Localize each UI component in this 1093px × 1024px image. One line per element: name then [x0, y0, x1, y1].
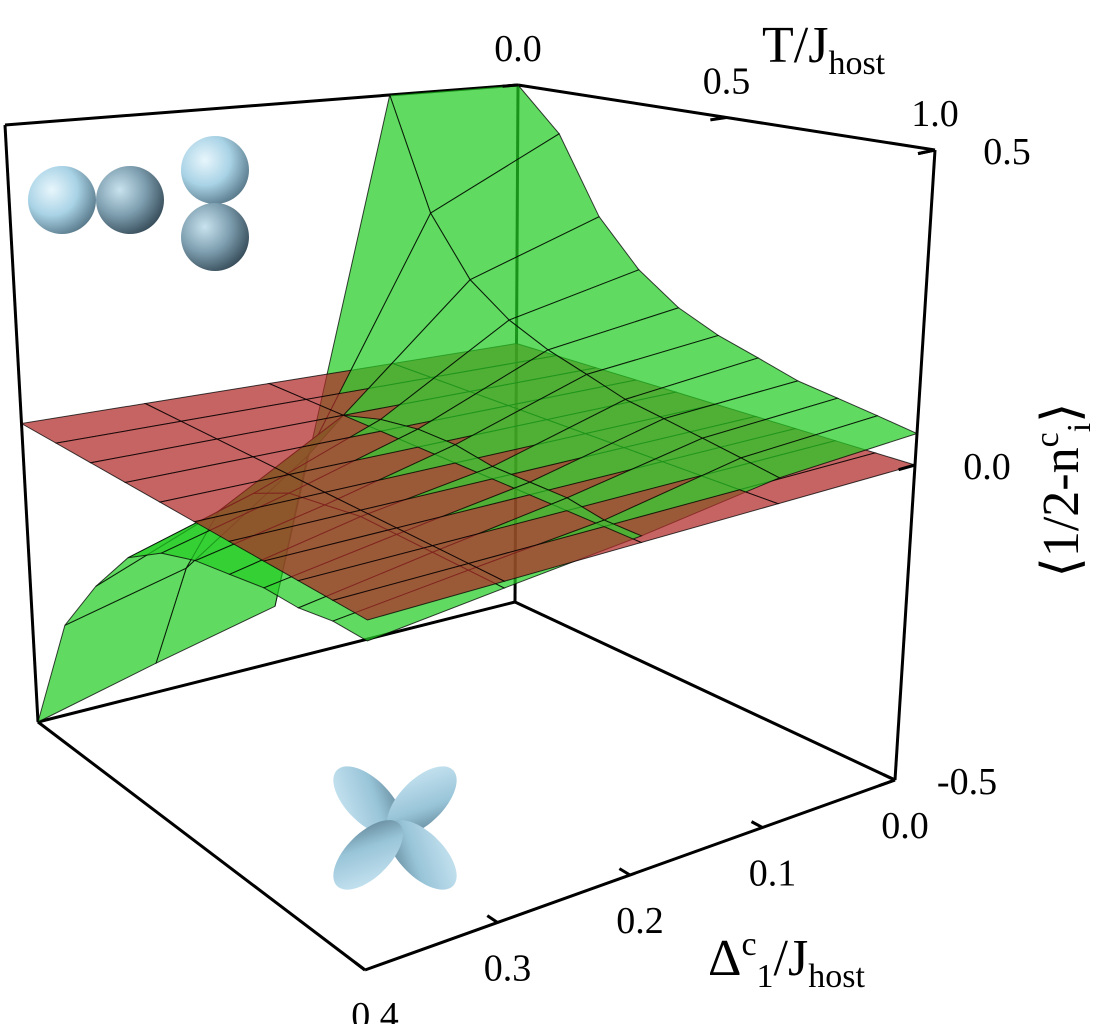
y-tick — [618, 867, 631, 877]
orbital-lobe — [387, 820, 457, 890]
y-tick — [354, 961, 366, 972]
z-tick — [898, 463, 916, 472]
orbital-icon — [333, 766, 457, 890]
z-axis-label-part: c — [1029, 432, 1066, 447]
z-axis-label-part: ⟩ — [1033, 403, 1090, 423]
sphere — [181, 203, 249, 271]
surface-cell — [331, 562, 506, 621]
y-tick-label: 0.4 — [351, 995, 399, 1024]
orbital-lobe — [333, 766, 403, 836]
z-tick-label: -0.5 — [937, 761, 997, 803]
axis-edge — [37, 600, 516, 724]
y-tick-label: 0.1 — [749, 853, 797, 895]
y-tick-label: 0.2 — [616, 900, 664, 942]
x-axis-label-part: host — [828, 45, 885, 82]
z-axis-label-part: i — [1061, 423, 1093, 432]
y-axis-label-part: Δ — [708, 930, 741, 987]
y-axis-label-part: /J — [774, 930, 809, 987]
sphere — [181, 136, 249, 204]
orbital-lobe — [333, 820, 403, 890]
sphere — [96, 166, 164, 234]
axis-edge — [514, 600, 896, 782]
x-tick — [502, 83, 519, 88]
y-tick-label: 0.0 — [881, 805, 929, 847]
x-tick-label: 0.5 — [703, 61, 751, 103]
y-axis-label-part: 1 — [757, 958, 774, 995]
orbital-lobe — [387, 766, 457, 836]
x-axis-label: T/Jhost — [762, 17, 886, 82]
y-tick — [486, 914, 499, 924]
y-axis-label-part: c — [741, 926, 756, 963]
x-tick-label: 0.0 — [494, 28, 542, 70]
y-tick-label: 0.3 — [484, 948, 532, 990]
sphere — [28, 166, 96, 234]
x-axis-label-part: T/J — [762, 17, 828, 74]
surfaces — [20, 84, 919, 723]
x-tick-label: 1.0 — [911, 93, 959, 135]
z-axis-label-part: ⟨1/2-n — [1033, 447, 1090, 577]
z-tick-label: 0.0 — [963, 446, 1011, 488]
z-tick — [917, 148, 936, 156]
y-axis-label: Δc1/Jhost — [708, 926, 865, 995]
y-tick — [750, 820, 764, 829]
y-axis-label-part: host — [808, 958, 865, 995]
z-tick — [878, 778, 896, 788]
x-tick — [710, 116, 727, 122]
z-axis-label: ⟨1/2-nci⟩ — [1029, 403, 1093, 578]
sphere-icons — [28, 136, 249, 271]
z-tick-label: 0.5 — [983, 131, 1031, 173]
axis-edge — [37, 720, 366, 972]
